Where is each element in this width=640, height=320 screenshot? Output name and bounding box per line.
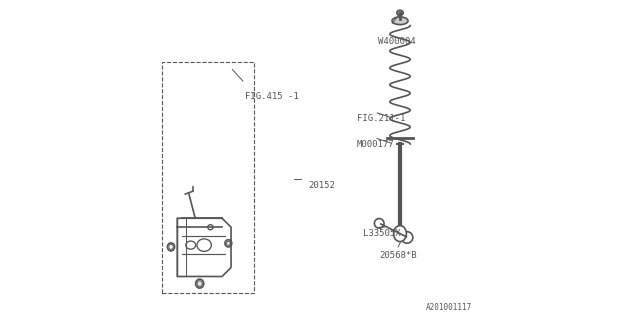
Ellipse shape — [392, 17, 408, 25]
Ellipse shape — [401, 232, 413, 243]
Ellipse shape — [225, 240, 232, 247]
Text: FIG.415 -1: FIG.415 -1 — [245, 92, 298, 100]
Text: A201001117: A201001117 — [426, 303, 472, 312]
Ellipse shape — [397, 10, 403, 15]
Text: M000177: M000177 — [357, 140, 394, 148]
Text: W400004: W400004 — [378, 37, 415, 46]
Text: FIG.211-1: FIG.211-1 — [357, 114, 405, 123]
Text: 20152: 20152 — [309, 181, 335, 190]
Ellipse shape — [168, 243, 175, 251]
Text: 20568*B: 20568*B — [380, 252, 417, 260]
Ellipse shape — [208, 225, 213, 230]
Ellipse shape — [394, 226, 406, 242]
Ellipse shape — [374, 219, 384, 228]
Ellipse shape — [197, 281, 202, 287]
Bar — [161, 62, 254, 293]
Text: L33505X: L33505X — [364, 229, 401, 238]
Ellipse shape — [196, 279, 204, 288]
